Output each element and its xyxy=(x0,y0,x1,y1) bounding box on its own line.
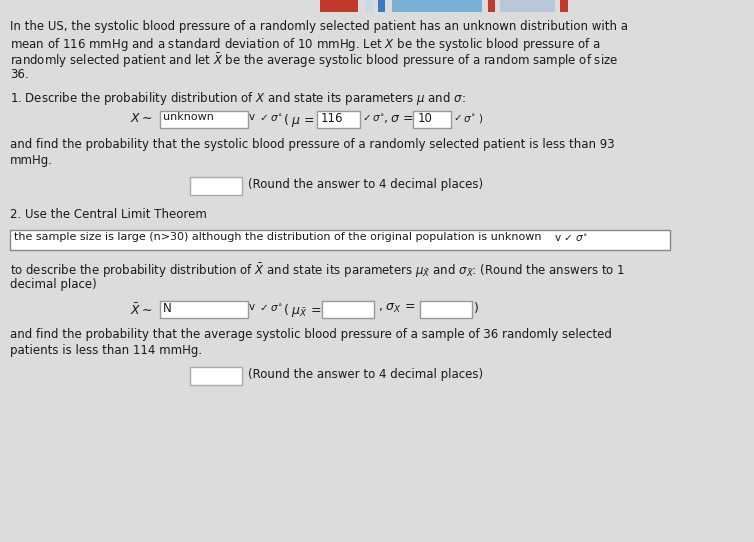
Text: patients is less than 114 mmHg.: patients is less than 114 mmHg. xyxy=(10,344,202,357)
FancyBboxPatch shape xyxy=(420,301,472,318)
Text: v: v xyxy=(249,302,255,312)
FancyBboxPatch shape xyxy=(317,111,360,128)
Text: the sample size is large (n>30) although the distribution of the original popula: the sample size is large (n>30) although… xyxy=(14,232,541,242)
FancyBboxPatch shape xyxy=(190,367,242,385)
FancyBboxPatch shape xyxy=(365,0,373,12)
FancyBboxPatch shape xyxy=(10,230,670,250)
Text: In the US, the systolic blood pressure of a randomly selected patient has an unk: In the US, the systolic blood pressure o… xyxy=(10,20,628,33)
Text: to describe the probability distribution of $\bar{X}$ and state its parameters $: to describe the probability distribution… xyxy=(10,262,625,280)
Text: $\checkmark$: $\checkmark$ xyxy=(362,112,371,122)
Text: $\checkmark$: $\checkmark$ xyxy=(453,112,462,122)
Text: $\checkmark$: $\checkmark$ xyxy=(259,112,268,122)
Text: mean of 116 mmHg and a standard deviation of 10 mmHg. Let $X$ be the systolic bl: mean of 116 mmHg and a standard deviatio… xyxy=(10,36,600,53)
Text: $\sigma^{\circ}$: $\sigma^{\circ}$ xyxy=(270,112,283,124)
Text: (Round the answer to 4 decimal places): (Round the answer to 4 decimal places) xyxy=(248,178,483,191)
Text: N: N xyxy=(163,302,172,315)
FancyBboxPatch shape xyxy=(160,111,248,128)
Text: randomly selected patient and let $\bar{X}$ be the average systolic blood pressu: randomly selected patient and let $\bar{… xyxy=(10,52,618,70)
Text: 10: 10 xyxy=(418,112,433,125)
Text: decimal place): decimal place) xyxy=(10,278,97,291)
FancyBboxPatch shape xyxy=(500,0,555,12)
FancyBboxPatch shape xyxy=(488,0,495,12)
Text: $\sigma^{\circ}$: $\sigma^{\circ}$ xyxy=(372,112,385,124)
Text: $\bar{X} \sim$: $\bar{X} \sim$ xyxy=(130,302,153,318)
FancyBboxPatch shape xyxy=(378,0,385,12)
FancyBboxPatch shape xyxy=(160,301,248,318)
Text: and find the probability that the average systolic blood pressure of a sample of: and find the probability that the averag… xyxy=(10,328,612,341)
Text: , $\sigma_{X}$ =: , $\sigma_{X}$ = xyxy=(378,302,415,315)
FancyBboxPatch shape xyxy=(560,0,568,12)
FancyBboxPatch shape xyxy=(413,111,451,128)
Text: 116: 116 xyxy=(321,112,344,125)
Text: 2. Use the Central Limit Theorem: 2. Use the Central Limit Theorem xyxy=(10,208,207,221)
Text: 1. Describe the probability distribution of $X$ and state its parameters $\mu$ a: 1. Describe the probability distribution… xyxy=(10,90,466,107)
FancyBboxPatch shape xyxy=(322,301,374,318)
Text: ): ) xyxy=(474,302,479,315)
Text: ( $\mu_{\bar{X}}$ =: ( $\mu_{\bar{X}}$ = xyxy=(283,302,321,319)
Text: $\sigma^{\circ}$: $\sigma^{\circ}$ xyxy=(270,302,283,314)
FancyBboxPatch shape xyxy=(320,0,358,12)
Text: 36.: 36. xyxy=(10,68,29,81)
FancyBboxPatch shape xyxy=(190,177,242,195)
Text: , $\sigma$ =: , $\sigma$ = xyxy=(383,112,414,125)
Text: unknown: unknown xyxy=(163,112,214,122)
Text: $X \sim$: $X \sim$ xyxy=(130,112,153,125)
Text: (Round the answer to 4 decimal places): (Round the answer to 4 decimal places) xyxy=(248,368,483,381)
Text: v $\checkmark$ $\sigma^{\circ}$: v $\checkmark$ $\sigma^{\circ}$ xyxy=(554,232,588,244)
Text: mmHg.: mmHg. xyxy=(10,154,53,167)
Text: v: v xyxy=(249,112,255,122)
Text: $\checkmark$: $\checkmark$ xyxy=(259,302,268,312)
Text: and find the probability that the systolic blood pressure of a randomly selected: and find the probability that the systol… xyxy=(10,138,615,151)
Text: ( $\mu$ =: ( $\mu$ = xyxy=(283,112,315,129)
Text: $\sigma^{\circ}$ ): $\sigma^{\circ}$ ) xyxy=(463,112,483,125)
FancyBboxPatch shape xyxy=(392,0,482,12)
